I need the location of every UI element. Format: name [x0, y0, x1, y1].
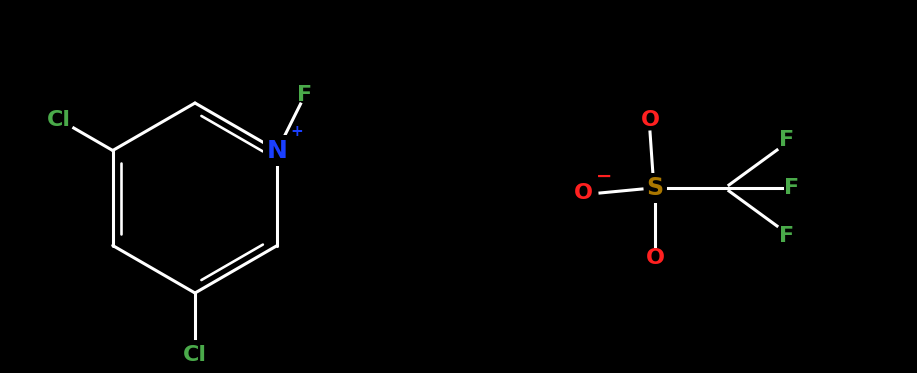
Text: F: F — [784, 178, 800, 198]
Text: −: − — [596, 166, 613, 185]
Text: Cl: Cl — [47, 110, 71, 129]
Text: Cl: Cl — [183, 345, 207, 365]
Text: +: + — [290, 124, 303, 139]
Text: O: O — [573, 183, 592, 203]
Text: O: O — [640, 110, 659, 130]
Text: F: F — [779, 226, 794, 246]
Text: F: F — [297, 85, 313, 105]
Text: O: O — [646, 248, 665, 268]
Text: S: S — [646, 176, 664, 200]
Text: F: F — [779, 130, 794, 150]
Text: N: N — [267, 138, 288, 163]
